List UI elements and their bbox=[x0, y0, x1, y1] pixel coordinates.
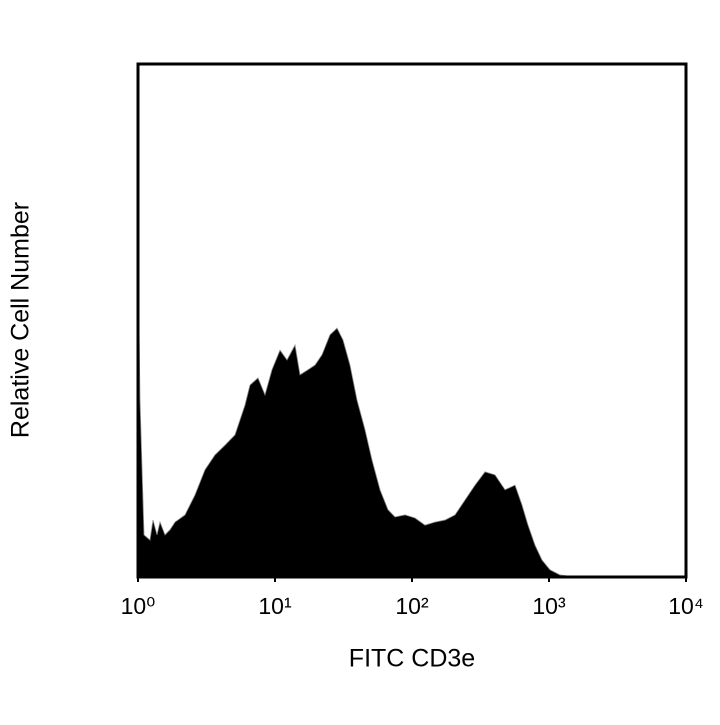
x-tick-label: 10⁴ bbox=[668, 593, 703, 619]
x-tick-label: 10¹ bbox=[258, 593, 292, 619]
histogram-area bbox=[137, 250, 686, 578]
x-tick-label: 10² bbox=[395, 593, 429, 619]
x-tick-label: 10³ bbox=[532, 593, 566, 619]
x-axis-label: FITC CD3e bbox=[349, 645, 475, 673]
x-tick-label: 10⁰ bbox=[121, 593, 156, 619]
y-axis-label: Relative Cell Number bbox=[7, 202, 35, 438]
